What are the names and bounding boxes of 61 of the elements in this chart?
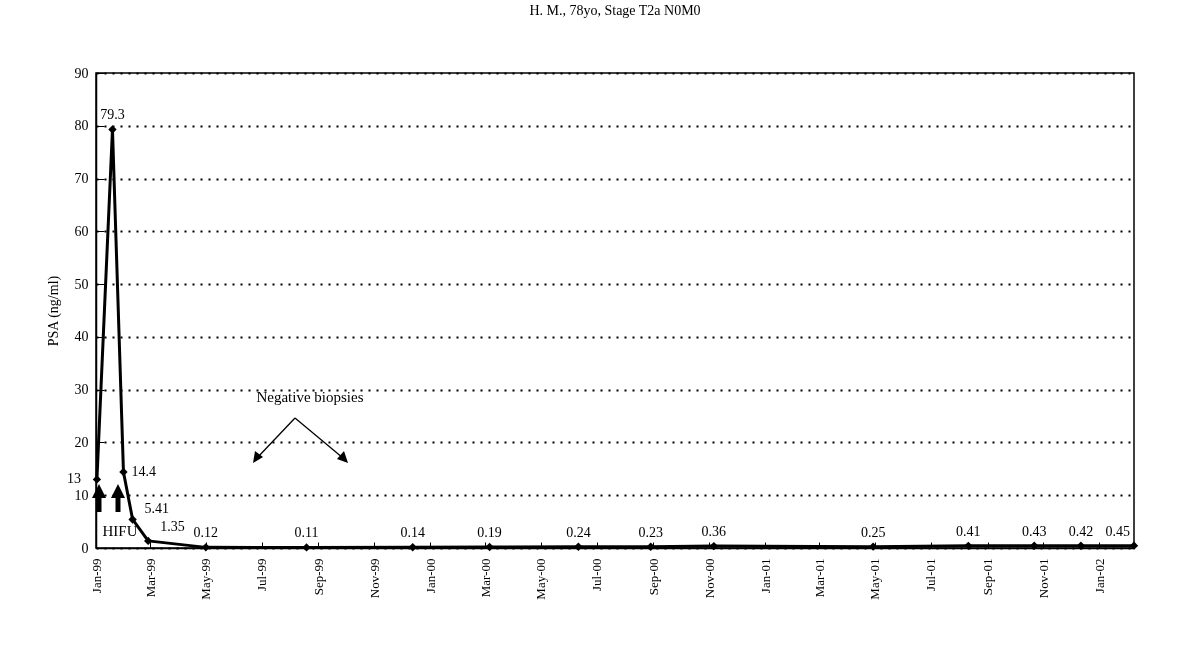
x-tick-label: Sep-00 [645,558,661,596]
y-tick-label: 90 [74,65,89,81]
annotation: HIFU [102,523,138,539]
data-label: 5.41 [144,501,170,517]
y-tick-label: 60 [74,223,89,239]
data-label: 14.4 [131,464,156,479]
data-label: 0.41 [956,523,981,539]
x-tick-label: Jul-01 [923,558,939,591]
y-tick-label: 80 [74,118,89,134]
chart-title: H. M., 78yo, Stage T2a N0M0 [529,3,701,18]
x-tick-label: Nov-99 [366,558,382,599]
x-tick-label: Sep-01 [980,558,996,596]
data-label: 13 [66,471,81,487]
point [108,125,117,134]
x-tick-label: Jan-02 [1091,558,1107,594]
x-tick-label: Mar-01 [811,558,827,598]
x-tick-label: Mar-00 [477,558,493,598]
point [143,536,153,546]
y-axis-title: PSA (ng/ml) [45,275,62,347]
y-tick-label: 20 [74,434,89,450]
x-tick-label: Mar-99 [142,558,158,598]
data-label: 0.42 [1068,523,1094,539]
y-tick-label: 10 [74,487,89,503]
data-label: 0.12 [193,525,219,541]
x-tick-label: Sep-99 [310,558,326,596]
x-tick-label: May-99 [198,558,214,600]
data-label: 0.25 [860,524,886,540]
point [964,541,973,551]
data-label: 79.3 [100,107,125,123]
y-tick-label: 50 [74,276,89,292]
point [1030,541,1039,550]
data-label: 0.11 [294,525,319,541]
data-label: 0.45 [1105,523,1130,539]
x-tick-label: Jan-99 [88,558,104,594]
data-label: 0.19 [477,525,502,540]
point [485,542,494,552]
point [1129,541,1139,550]
x-tick-label: Nov-01 [1035,558,1051,599]
y-tick-label: 30 [74,382,89,398]
x-tick-label: Jan-00 [422,558,438,594]
point [408,543,417,552]
y-tick-label: 70 [74,171,89,187]
x-tick-label: Jul-00 [589,558,605,591]
data-label: 1.35 [160,518,185,534]
y-tick-label: 40 [74,329,89,345]
point [119,467,128,477]
data-label: 0.24 [566,524,591,540]
x-tick-label: Nov-00 [701,558,717,599]
data-label: 0.43 [1021,523,1047,539]
point [574,542,583,551]
point [128,515,137,524]
x-tick-label: May-00 [533,558,549,600]
y-tick-label: 0 [81,540,89,556]
x-tick-label: Jan-01 [757,558,773,594]
x-tick-label: Jul-99 [254,558,270,591]
data-label: 0.14 [400,525,425,541]
data-label: 0.23 [638,524,663,540]
point [92,475,102,484]
annotation: Negative biopsies [256,389,364,405]
data-label: 0.36 [701,524,727,540]
x-tick-label: May-01 [867,558,883,600]
